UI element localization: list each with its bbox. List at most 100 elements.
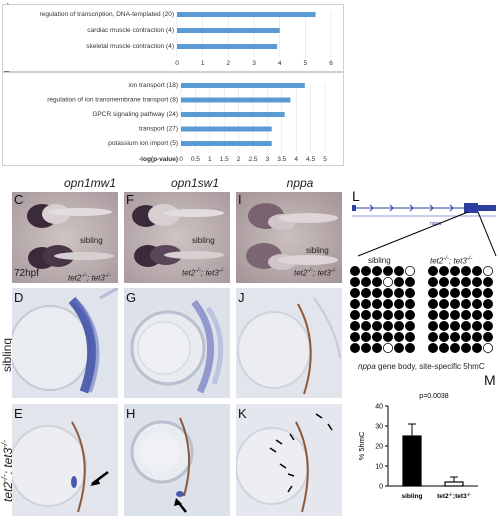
methylated-dot <box>438 299 449 310</box>
methylated-dot <box>428 287 438 298</box>
methylated-dot <box>438 276 449 287</box>
methylated-dot <box>371 299 382 310</box>
gene-track-label: nppa <box>430 221 441 227</box>
x-tick-label: 2.5 <box>248 156 257 163</box>
embryo-photo-c <box>12 192 118 283</box>
methylated-dot <box>350 332 360 343</box>
x-tick-label: 4 <box>294 156 298 163</box>
methylated-dot <box>360 332 371 343</box>
bar <box>177 44 278 49</box>
x-axis-label: -log(p-value) <box>139 156 178 163</box>
x-tick-label: 1.5 <box>220 156 229 163</box>
panel-label-e: E <box>14 406 23 421</box>
methylated-dot <box>394 287 405 298</box>
y-tick-label: 20 <box>375 444 383 451</box>
category-label: potassium ion import (5) <box>108 140 178 147</box>
category-label: ion transport (18) <box>129 82 179 89</box>
retina-photo-h <box>124 404 230 516</box>
methylated-dot <box>360 266 371 276</box>
unmethylated-dot <box>405 266 416 276</box>
methylated-dot <box>383 310 394 321</box>
x-tick-label: 3 <box>266 156 270 163</box>
unmethylated-dot <box>383 276 394 287</box>
methylated-dot <box>371 321 382 332</box>
unmethylated-dot <box>483 343 494 354</box>
methylated-dot <box>383 299 394 310</box>
methylated-dot <box>394 310 405 321</box>
x-tick-label: 0 <box>179 156 183 163</box>
methylated-dot <box>350 321 360 332</box>
methylated-dot <box>428 266 438 276</box>
methylated-dot <box>472 299 483 310</box>
category-label: transport (27) <box>139 126 178 133</box>
methylated-dot <box>405 276 416 287</box>
methylated-dot <box>472 266 483 276</box>
x-tick-label: 3 <box>252 60 256 67</box>
unmethylated-dot <box>483 266 494 276</box>
methylated-dot <box>428 276 438 287</box>
bar <box>444 481 464 487</box>
x-tick-label: 0 <box>175 60 179 67</box>
methylated-dot <box>438 332 449 343</box>
lollipop-title-mutant: tet2-/-; tet3-/- <box>430 256 473 266</box>
methylated-dot <box>472 310 483 321</box>
sibling-label-c: sibling <box>80 236 103 245</box>
methylated-dot <box>438 287 449 298</box>
methylated-dot <box>383 332 394 343</box>
methylated-dot <box>405 343 416 354</box>
methylated-dot <box>483 276 494 287</box>
retina-photo-e <box>12 404 118 516</box>
panel-label-m: M <box>484 372 496 388</box>
panel-label-g: G <box>126 290 137 305</box>
methylated-dot <box>461 287 472 298</box>
methylated-dot <box>405 287 416 298</box>
methylated-dot <box>449 299 460 310</box>
mutant-label-f: tet2-/-; tet3-/- <box>182 268 225 278</box>
y-tick-label: 30 <box>375 424 383 431</box>
gene-track: nppa <box>352 203 496 227</box>
methylated-dot <box>483 299 494 310</box>
panel-label-h: H <box>126 406 136 421</box>
methylated-dot <box>449 310 460 321</box>
category-label: cardiac muscle contraction (4) <box>87 27 174 34</box>
bar <box>181 97 291 103</box>
methylated-dot <box>350 287 360 298</box>
x-tick-label: 5 <box>304 60 308 67</box>
methylated-dot <box>405 321 416 332</box>
y-axis-label: % 5hmC <box>357 431 366 460</box>
methylated-dot <box>472 332 483 343</box>
methylated-dot <box>405 310 416 321</box>
methylated-dot <box>472 276 483 287</box>
methylated-dot <box>483 310 494 321</box>
methylated-dot <box>350 299 360 310</box>
methylated-dot <box>371 310 382 321</box>
methylated-dot <box>449 276 460 287</box>
y-tick-label: 10 <box>375 464 383 471</box>
methylated-dot <box>350 266 360 276</box>
bar <box>181 83 305 88</box>
panel-label-c: C <box>14 192 24 207</box>
go-chart-b: 0 0.5 1 1.5 2 2.5 3 3.5 4 4.5 5 ion transport (18) r… <box>47 82 327 163</box>
stage-label: 72hpf <box>14 268 40 279</box>
category-label: regulation of transcription, DNA-templat… <box>40 11 174 18</box>
methylated-dot <box>438 321 449 332</box>
category-label: sibling <box>402 493 423 500</box>
panel-label-f: F <box>126 192 134 207</box>
methylated-dot <box>405 299 416 310</box>
methylated-dot <box>371 343 382 354</box>
methylated-dot <box>350 276 360 287</box>
y-tick-label: 40 <box>375 404 383 411</box>
p-value-annotation: p=0.0038 <box>419 393 448 400</box>
methylated-dot <box>394 266 405 276</box>
x-tick-label: 1 <box>201 60 205 67</box>
mutant-label-i: tet2-/-; tet3-/- <box>294 268 337 278</box>
x-tick-label: 3.5 <box>277 156 286 163</box>
methylated-dot <box>371 332 382 343</box>
hmc-bar-chart: 0 10 20 30 40 % 5hmC sibling tet2-/-;tet3-/- p=0… <box>357 393 478 500</box>
panel-label-d: D <box>14 290 24 305</box>
bar <box>181 141 272 146</box>
methylated-dot <box>360 287 371 298</box>
methylated-dot <box>438 266 449 276</box>
methylated-dot <box>483 321 494 332</box>
go-chart-a-frame: 0 1 2 3 4 5 6 regulation of transcription, DNA-… <box>2 4 344 79</box>
